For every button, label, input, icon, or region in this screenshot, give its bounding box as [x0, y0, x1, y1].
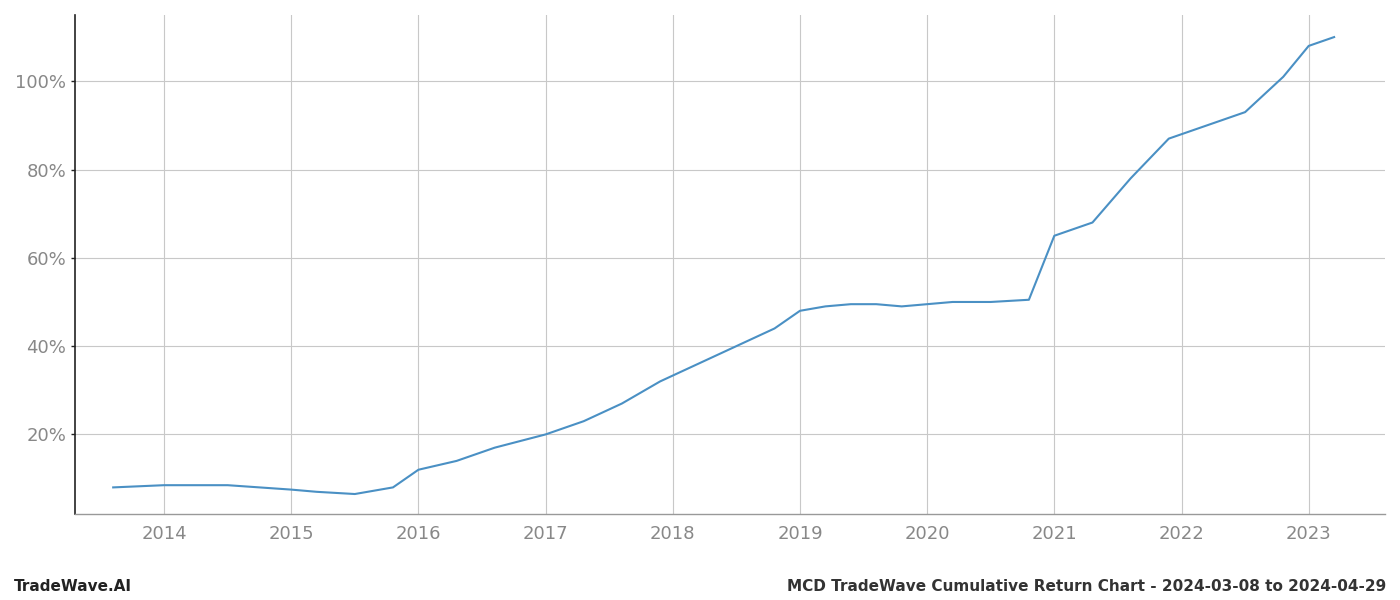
Text: TradeWave.AI: TradeWave.AI — [14, 579, 132, 594]
Text: MCD TradeWave Cumulative Return Chart - 2024-03-08 to 2024-04-29: MCD TradeWave Cumulative Return Chart - … — [787, 579, 1386, 594]
